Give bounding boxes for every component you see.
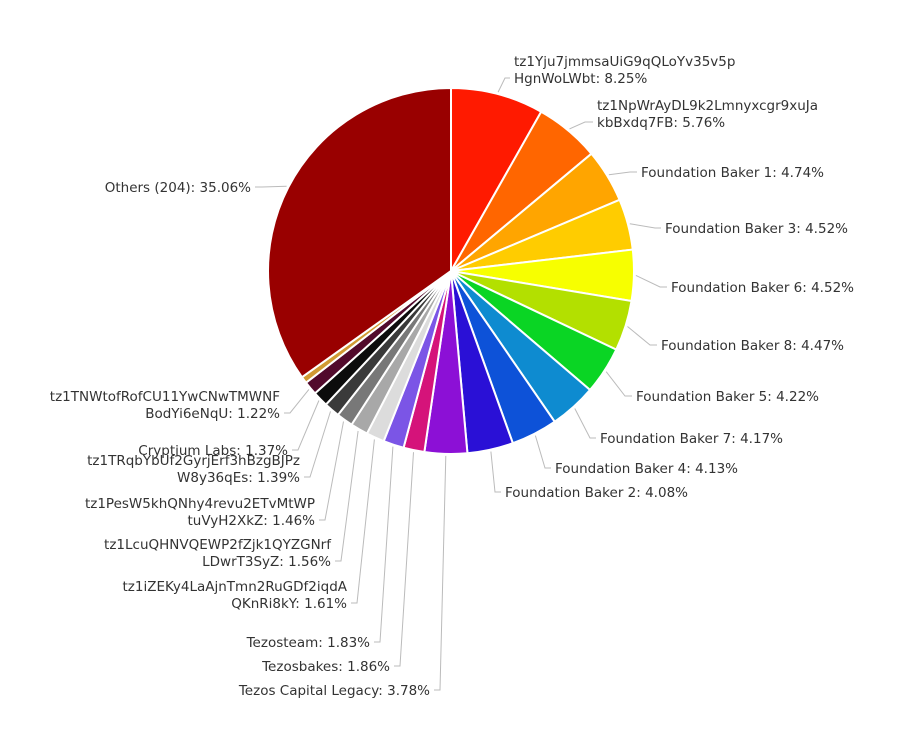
slice-label: Foundation Baker 1: 4.74% bbox=[641, 165, 824, 181]
leader-line bbox=[635, 274, 667, 288]
slice-label: tuVyH2XkZ: 1.46% bbox=[188, 513, 316, 529]
leader-line bbox=[605, 371, 632, 397]
slice-label: Tezos Capital Legacy: 3.78% bbox=[238, 683, 430, 699]
slice-label: tz1TRqbYbUf2GyrjErf3hBzgBJPz bbox=[87, 453, 300, 469]
pie-slice-tz1yju7jmmsauig9qqloyv35v5phgnwolwbt[interactable] bbox=[450, 86, 543, 275]
slice-label: Foundation Baker 8: 4.47% bbox=[661, 338, 844, 354]
slice-label: QKnRi8kY: 1.61% bbox=[231, 596, 347, 612]
leader-line bbox=[627, 326, 657, 346]
leader-line bbox=[629, 223, 661, 229]
slice-label: Foundation Baker 5: 4.22% bbox=[636, 389, 819, 405]
leader-line bbox=[608, 171, 637, 176]
leader-line bbox=[534, 435, 551, 469]
slice-label: tz1Yju7jmmsaUiG9qQLoYv35v5p bbox=[514, 54, 735, 70]
slice-label: Foundation Baker 2: 4.08% bbox=[505, 485, 688, 501]
leader-line bbox=[497, 77, 510, 93]
pie-slice-others-204[interactable] bbox=[267, 86, 452, 379]
slice-label: tz1PesW5khQNhy4revu2ETvMtWP bbox=[85, 496, 315, 512]
leader-line bbox=[292, 400, 320, 451]
slice-label: HgnWoLWbt: 8.25% bbox=[514, 71, 647, 87]
slice-label: tz1NpWrAyDL9k2Lmnyxcgr9xuJa bbox=[597, 98, 818, 114]
leader-line bbox=[255, 185, 287, 188]
slice-label: Cryptium Labs: 1.37% bbox=[138, 443, 288, 459]
leader-lines bbox=[255, 77, 667, 691]
leader-line bbox=[284, 389, 310, 414]
leader-line bbox=[335, 430, 359, 562]
slice-label: Foundation Baker 4: 4.13% bbox=[555, 461, 738, 477]
slice-label: Foundation Baker 7: 4.17% bbox=[600, 431, 783, 447]
pie-slices bbox=[267, 86, 635, 455]
slice-label: tz1LcuQHNVQEWP2fZjk1QYZGNrf bbox=[104, 537, 332, 553]
leader-line bbox=[319, 421, 344, 521]
slice-label: Foundation Baker 6: 4.52% bbox=[671, 280, 854, 296]
leader-line bbox=[569, 121, 593, 130]
slice-label: LDwrT3SyZ: 1.56% bbox=[202, 554, 331, 570]
leader-line bbox=[394, 452, 414, 667]
slice-label: Tezosbakes: 1.86% bbox=[261, 659, 390, 675]
slice-label: Foundation Baker 3: 4.52% bbox=[665, 221, 848, 237]
leader-line bbox=[490, 451, 501, 493]
leader-line bbox=[434, 455, 447, 691]
leader-line bbox=[351, 439, 375, 604]
slice-label: Tezosteam: 1.83% bbox=[246, 635, 371, 651]
slice-label: tz1TNWtofRofCU11YwCNwTMWNF bbox=[50, 389, 280, 405]
slice-label: Others (204): 35.06% bbox=[105, 180, 251, 196]
slice-label: tz1iZEKy4LaAjnTmn2RuGDf2iqdA bbox=[123, 579, 348, 595]
slice-label: BodYi6eNqU: 1.22% bbox=[145, 406, 280, 422]
leader-line bbox=[374, 446, 394, 643]
slice-label: W8y36qEs: 1.39% bbox=[177, 470, 300, 486]
leader-line bbox=[304, 411, 331, 478]
slice-label: kbBxdq7FB: 5.76% bbox=[597, 115, 725, 131]
leader-line bbox=[574, 408, 596, 439]
